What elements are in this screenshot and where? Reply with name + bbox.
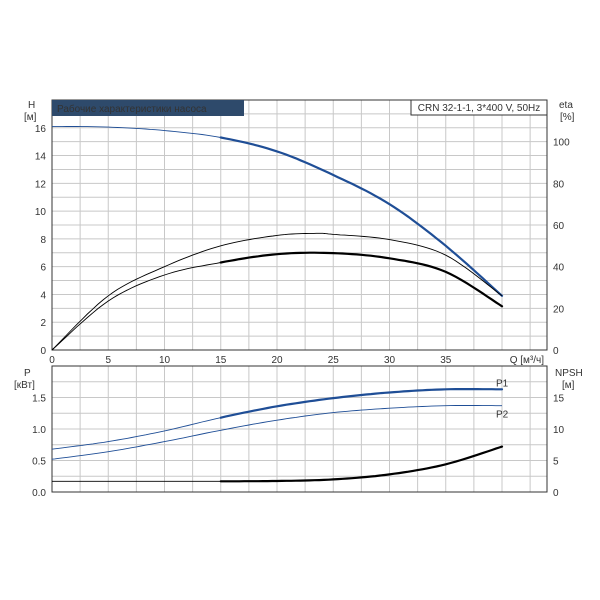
y-right-tick-label: 0 — [553, 346, 559, 357]
x-tick-label: 5 — [105, 355, 111, 366]
x-tick-label: 15 — [215, 355, 227, 366]
y-left-tick-label: 4 — [40, 290, 46, 301]
top-plot-border — [51, 99, 548, 351]
y-left-tick-label: 0.0 — [32, 488, 46, 499]
chart-title: Рабочие характеристики насоса — [57, 103, 207, 115]
y-right-tick-label: 0 — [553, 488, 559, 499]
y-left-tick-label: 16 — [35, 124, 47, 135]
y-right-axis-unit: [%] — [560, 112, 575, 123]
model-label-box — [410, 99, 548, 116]
x-tick-label: 25 — [328, 355, 340, 366]
y-left-axis-unit: [кВт] — [14, 380, 35, 391]
x-tick-label: 0 — [49, 355, 55, 366]
y-left-axis-unit: [м] — [24, 112, 37, 123]
y-right-tick-label: 20 — [553, 304, 565, 315]
x-tick-label: 35 — [440, 355, 452, 366]
title-banner — [52, 100, 244, 116]
x-tick-label: 30 — [384, 355, 396, 366]
power-p1-curve-thin — [51, 417, 221, 450]
y-right-axis-label: NPSH — [555, 368, 583, 379]
power-p2-curve-thin — [51, 405, 502, 460]
efficiency-curve-1-thin — [51, 232, 503, 351]
efficiency-curve-2-thick — [219, 251, 504, 308]
y-right-tick-label: 100 — [553, 138, 570, 149]
y-right-axis-unit: [м] — [562, 380, 575, 391]
y-left-tick-label: 2 — [40, 318, 46, 329]
series-label: P2 — [496, 410, 509, 421]
y-left-tick-label: 14 — [35, 152, 47, 163]
y-left-axis-label: P — [24, 368, 31, 379]
y-right-tick-label: 60 — [553, 221, 565, 232]
y-right-tick-label: 10 — [553, 425, 565, 436]
y-right-tick-label: 80 — [553, 179, 565, 190]
x-axis-label: Q [м³/ч] — [510, 355, 545, 366]
y-left-axis-label: H — [28, 100, 35, 111]
efficiency-curve-2-thin — [51, 262, 221, 351]
y-right-axis-label: eta — [559, 100, 573, 111]
y-right-tick-label: 40 — [553, 263, 565, 274]
y-left-tick-label: 1.5 — [32, 394, 46, 405]
series-label: P1 — [496, 378, 509, 389]
y-right-tick-label: 15 — [553, 394, 565, 405]
y-left-tick-label: 8 — [40, 235, 46, 246]
y-right-tick-label: 5 — [553, 457, 559, 468]
y-left-tick-label: 6 — [40, 263, 46, 274]
bottom-plot-border — [51, 365, 548, 493]
npsh-curve-thick — [219, 445, 504, 483]
head-curve-thick — [219, 136, 504, 297]
y-left-tick-label: 12 — [35, 179, 47, 190]
head-curve-thin — [52, 125, 221, 138]
y-left-tick-label: 0.5 — [32, 457, 46, 468]
y-left-tick-label: 1.0 — [32, 425, 46, 436]
power-p1-curve-thick — [219, 388, 504, 419]
y-left-tick-label: 0 — [40, 346, 46, 357]
model-label: CRN 32-1-1, 3*400 V, 50Hz — [418, 103, 540, 114]
x-tick-label: 10 — [159, 355, 171, 366]
y-left-tick-label: 10 — [35, 207, 47, 218]
x-tick-label: 20 — [271, 355, 283, 366]
